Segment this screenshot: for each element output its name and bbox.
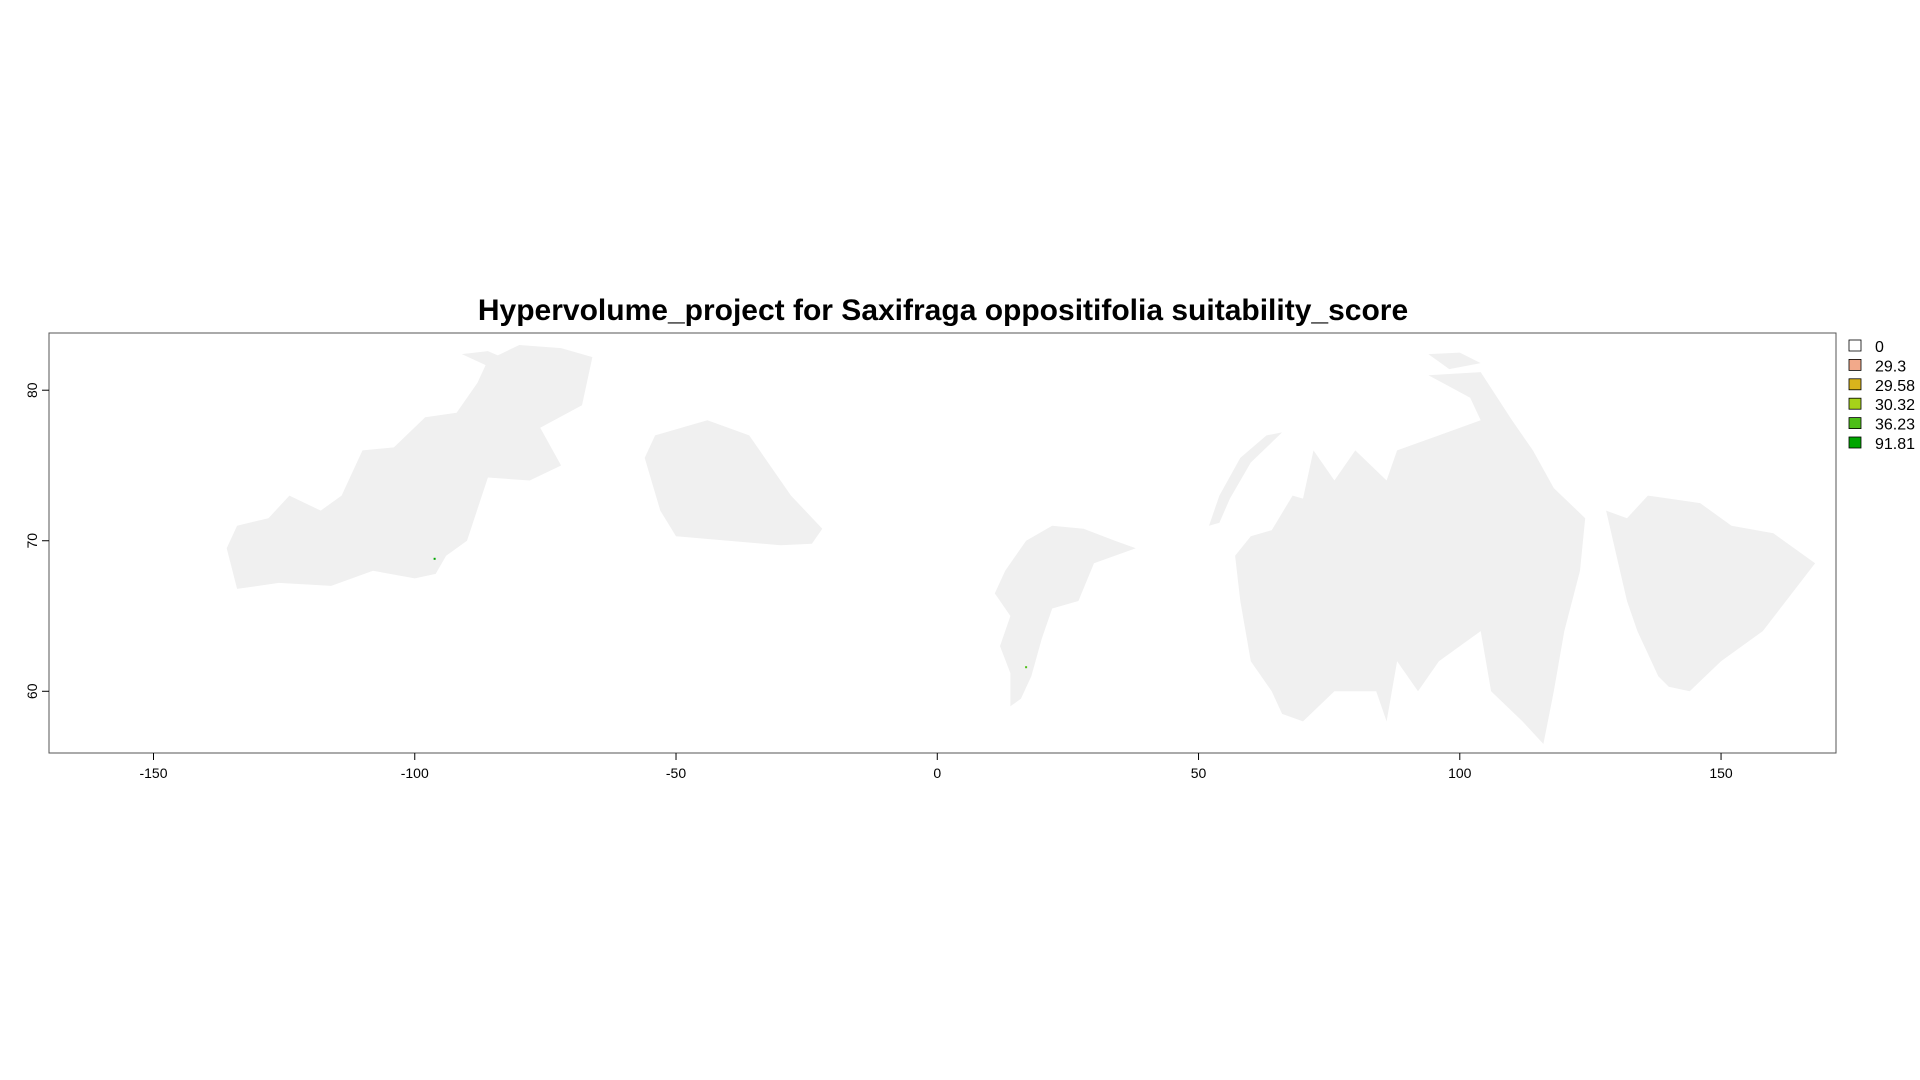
y-tick-label: 80 [24,382,40,398]
land-region-siberia-east [1606,495,1816,692]
y-axis: 60 70 80 [24,382,49,699]
land-region-novaya-zemlya-arc [1209,432,1283,526]
x-tick-label: 100 [1448,765,1472,781]
legend-label: 29.3 [1875,358,1906,375]
legend-label: 36.23 [1875,417,1915,434]
land-region-ellesmere-like-west [461,351,509,367]
legend-swatch [1848,339,1862,352]
chart-title: Hypervolume_project for Saxifraga opposi… [478,294,1408,327]
x-tick-label: 150 [1709,765,1733,781]
land-region-greenland-west [644,420,823,546]
y-tick-label: 60 [24,683,40,699]
legend-swatch [1848,378,1862,391]
y-tick-label: 70 [24,533,40,549]
map-layer [226,345,1816,744]
x-tick-label: 50 [1191,765,1207,781]
legend-label: 29.58 [1875,378,1915,395]
land-region-arctic-canada-west [226,345,593,589]
suitability-cell-0 [433,557,436,560]
x-tick-label: -50 [666,765,686,781]
legend-swatch [1848,436,1862,449]
x-axis: -150 -100 -50 0 50 100 150 [139,753,1733,781]
x-tick-label: -150 [139,765,167,781]
legend-label: 0 [1875,339,1884,356]
legend-swatch [1848,417,1862,430]
land-region-siberia-west [1235,372,1586,744]
legend-label: 91.81 [1875,436,1915,453]
legend-swatch [1848,358,1862,371]
legend: 0 29.3 29.58 30.32 36.23 91.81 [1848,339,1915,453]
land-region-scandinavia [994,525,1136,707]
legend-label: 30.32 [1875,397,1915,414]
land-region-svalbard-like-east [1428,352,1481,370]
legend-swatch [1848,397,1862,410]
x-tick-label: -100 [401,765,429,781]
plot-frame [48,332,1837,754]
suitability-cell-1 [1025,666,1028,669]
x-tick-label: 0 [933,765,941,781]
